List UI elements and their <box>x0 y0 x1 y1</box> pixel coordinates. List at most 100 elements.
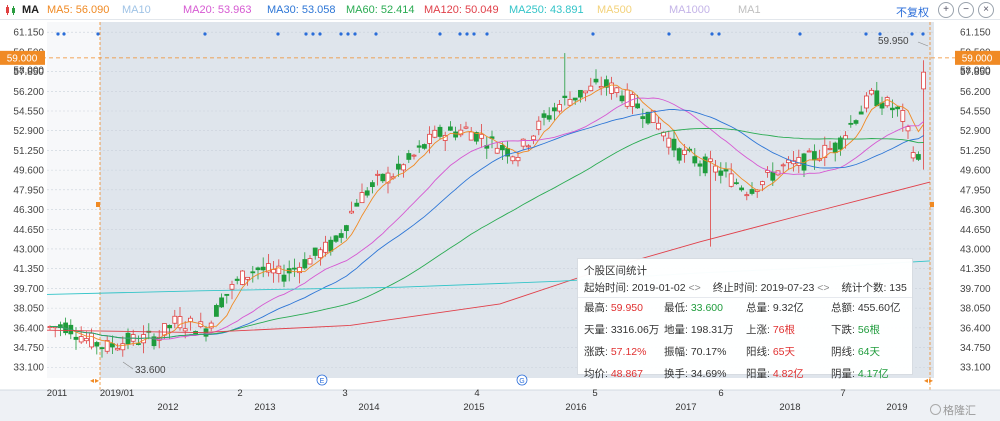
candle-body[interactable] <box>120 343 126 351</box>
candle-body[interactable] <box>94 342 100 347</box>
candle-body[interactable] <box>910 152 916 159</box>
candle-body[interactable] <box>708 158 713 162</box>
event-marker[interactable] <box>346 32 350 36</box>
ma-legend-item[interactable]: MA20: 53.963 <box>183 4 252 16</box>
event-marker[interactable] <box>56 32 60 36</box>
candle-body[interactable] <box>177 316 183 329</box>
candle-body[interactable] <box>468 131 474 141</box>
event-marker[interactable] <box>311 32 315 36</box>
event-marker[interactable] <box>864 32 868 36</box>
candle-body[interactable] <box>744 194 750 197</box>
candle-body[interactable] <box>297 266 303 274</box>
candle-body[interactable] <box>239 270 245 285</box>
event-marker[interactable] <box>353 32 357 36</box>
candle-body[interactable] <box>302 259 308 269</box>
candle-body[interactable] <box>853 120 859 124</box>
candle-body[interactable] <box>900 110 906 122</box>
candle-body[interactable] <box>806 150 812 153</box>
candle-body[interactable] <box>401 164 407 171</box>
event-marker[interactable] <box>465 32 469 36</box>
candle-body[interactable] <box>921 71 926 90</box>
candle-body[interactable] <box>588 85 594 92</box>
candle-body[interactable] <box>58 324 63 329</box>
range-arrow-icon[interactable]: ▸ <box>929 376 933 385</box>
ma-legend-item[interactable]: MA1000 <box>669 4 710 16</box>
candle-body[interactable] <box>437 126 443 137</box>
candle-body[interactable] <box>73 336 79 340</box>
candle-body[interactable] <box>411 154 417 157</box>
candle-body[interactable] <box>416 145 422 148</box>
event-badge-icon[interactable] <box>516 374 528 386</box>
event-marker[interactable] <box>276 32 280 36</box>
candle-body[interactable] <box>858 111 864 115</box>
candle-body[interactable] <box>213 305 219 317</box>
candle-body[interactable] <box>682 149 687 155</box>
start-time-stepper-icon[interactable]: <> <box>688 282 701 294</box>
candle-body[interactable] <box>572 97 578 101</box>
candle-body[interactable] <box>291 267 297 270</box>
candle-body[interactable] <box>406 153 412 160</box>
candle-body[interactable] <box>635 103 640 109</box>
event-marker[interactable] <box>591 32 595 36</box>
candle-body[interactable] <box>671 138 677 151</box>
candle-body[interactable] <box>609 82 614 94</box>
candle-body[interactable] <box>734 182 739 185</box>
candle-body[interactable] <box>208 322 214 329</box>
candle-body[interactable] <box>229 284 235 290</box>
zoom-out-icon[interactable]: − <box>958 2 974 18</box>
candle-body[interactable] <box>656 122 661 130</box>
candle-body[interactable] <box>510 156 516 162</box>
event-marker[interactable] <box>96 32 100 36</box>
candle-body[interactable] <box>354 202 360 207</box>
ma-legend-item[interactable]: MA60: 52.414 <box>346 4 415 16</box>
candle-body[interactable] <box>536 120 542 131</box>
candle-body[interactable] <box>167 325 173 329</box>
candle-body[interactable] <box>421 144 427 149</box>
candle-body[interactable] <box>546 115 552 120</box>
candle-body[interactable] <box>89 332 94 348</box>
candle-body[interactable] <box>333 235 339 242</box>
event-marker[interactable] <box>438 32 442 36</box>
candle-body[interactable] <box>874 90 880 107</box>
candle-body[interactable] <box>843 135 848 140</box>
candle-body[interactable] <box>349 210 355 214</box>
candle-body[interactable] <box>832 142 838 154</box>
event-marker[interactable] <box>203 32 207 36</box>
end-time-stepper-icon[interactable]: <> <box>817 282 830 294</box>
candle-body[interactable] <box>447 126 453 131</box>
range-handle-right[interactable] <box>930 202 934 207</box>
candle-body[interactable] <box>115 347 120 351</box>
candle-body[interactable] <box>562 95 568 99</box>
candle-body[interactable] <box>385 172 391 184</box>
candle-body[interactable] <box>245 276 251 280</box>
zoom-in-icon[interactable]: + <box>938 2 954 18</box>
candle-body[interactable] <box>110 343 115 348</box>
candle-body[interactable] <box>161 323 167 336</box>
candle-body[interactable] <box>848 122 854 125</box>
range-handle-left[interactable] <box>96 202 100 207</box>
candle-body[interactable] <box>697 163 703 167</box>
candle-body[interactable] <box>796 157 802 166</box>
event-marker[interactable] <box>798 32 802 36</box>
adjust-mode-button[interactable]: 不复权 <box>896 7 929 19</box>
candle-body[interactable] <box>578 89 583 98</box>
event-marker[interactable] <box>304 32 308 36</box>
event-marker[interactable] <box>472 32 476 36</box>
event-marker[interactable] <box>910 32 914 36</box>
close-icon[interactable]: × <box>978 2 994 18</box>
candle-body[interactable] <box>770 171 776 181</box>
candle-body[interactable] <box>598 86 604 89</box>
candle-body[interactable] <box>375 173 381 176</box>
candle-body[interactable] <box>250 271 256 274</box>
candle-body[interactable] <box>172 315 178 324</box>
candle-body[interactable] <box>812 151 817 161</box>
event-marker[interactable] <box>878 32 882 36</box>
ma-legend-item[interactable]: MA500 <box>597 4 632 16</box>
candle-body[interactable] <box>364 190 370 196</box>
ma-legend-item[interactable]: MA250: 43.891 <box>509 4 584 16</box>
candle-body[interactable] <box>567 98 573 106</box>
candle-body[interactable] <box>760 181 765 186</box>
candle-body[interactable] <box>552 107 557 112</box>
ma-legend-item[interactable]: MA1 <box>738 4 761 16</box>
candle-body[interactable] <box>380 173 386 182</box>
